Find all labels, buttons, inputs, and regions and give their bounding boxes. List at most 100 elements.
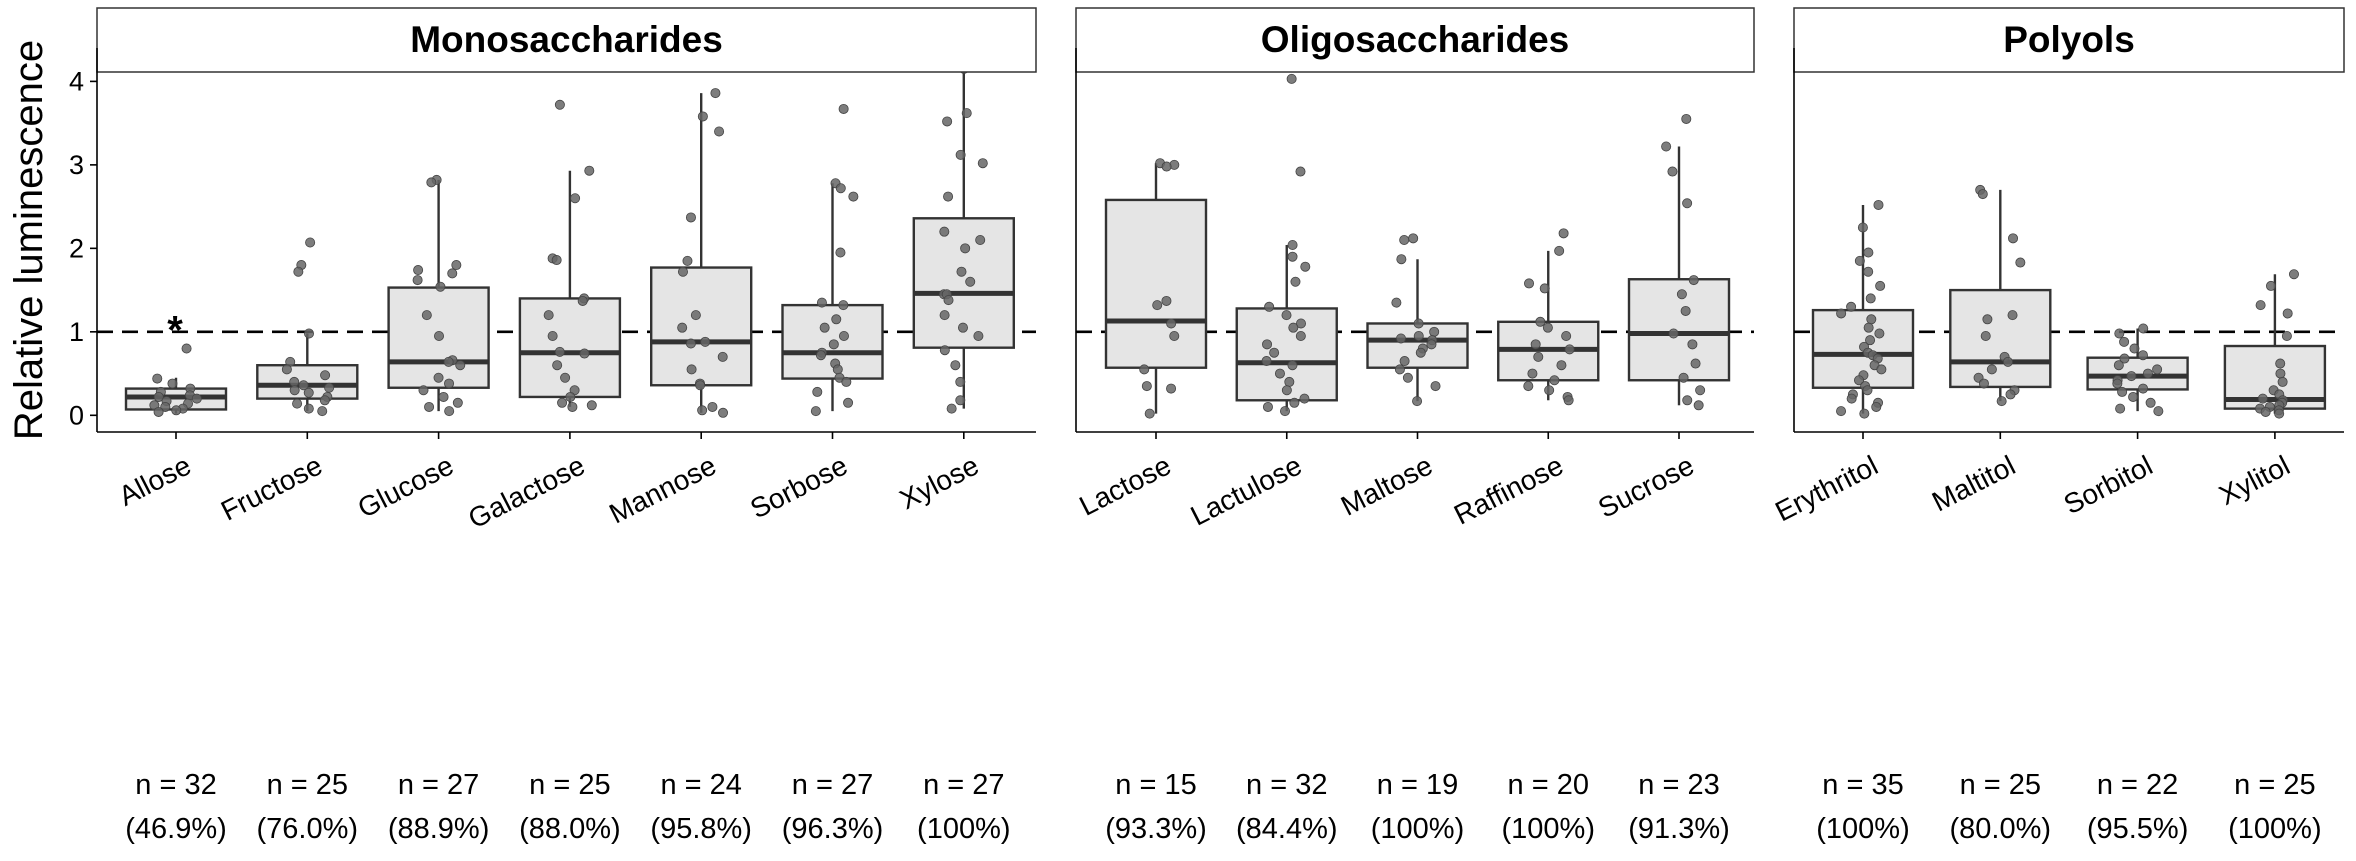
data-point — [426, 177, 437, 188]
percent-label: (100%) — [1502, 813, 1596, 845]
data-point — [677, 266, 688, 277]
data-point — [828, 339, 839, 350]
data-point — [443, 356, 454, 367]
percent-label: (88.9%) — [388, 813, 490, 845]
box-body — [2086, 356, 2189, 391]
data-point — [831, 314, 842, 325]
data-point — [1682, 395, 1693, 406]
data-point — [1287, 360, 1298, 371]
data-point — [1865, 293, 1876, 304]
data-point — [418, 385, 429, 396]
data-point — [718, 407, 729, 418]
data-point — [304, 328, 315, 339]
data-point — [946, 403, 957, 414]
data-point — [977, 158, 988, 169]
data-point — [1395, 333, 1406, 344]
data-point — [1836, 308, 1847, 319]
sample-size-label: n = 19 — [1377, 769, 1458, 801]
data-point — [1279, 406, 1290, 417]
data-point — [717, 351, 728, 362]
data-point — [1274, 368, 1285, 379]
data-point — [848, 191, 859, 202]
data-point — [567, 401, 578, 412]
data-point — [961, 108, 972, 119]
sample-size-label: n = 25 — [2234, 769, 2315, 801]
data-point — [812, 386, 823, 397]
sample-size-label: n = 25 — [529, 769, 610, 801]
sample-size-label: n = 32 — [135, 769, 216, 801]
sample-size-label: n = 27 — [923, 769, 1004, 801]
data-point — [1166, 318, 1177, 329]
data-point — [1549, 375, 1560, 386]
data-point — [815, 350, 826, 361]
data-point — [2255, 300, 2266, 311]
x-tick-label: Lactose — [1074, 450, 1175, 522]
x-tick-label: Fructose — [216, 450, 327, 527]
data-point — [1695, 385, 1706, 396]
data-point — [1564, 344, 1575, 355]
data-point — [584, 165, 595, 176]
data-point — [1399, 356, 1410, 367]
box-body — [518, 297, 622, 399]
data-point — [2119, 336, 2130, 347]
data-point — [1287, 240, 1298, 251]
data-point — [2288, 269, 2299, 280]
data-point — [1846, 393, 1857, 404]
data-point — [838, 300, 849, 311]
data-point — [1413, 318, 1424, 329]
data-point — [1141, 381, 1152, 392]
data-point — [819, 322, 830, 333]
data-point — [690, 310, 701, 321]
data-point — [1299, 393, 1310, 404]
data-point — [160, 401, 171, 412]
data-point — [710, 88, 721, 99]
x-tick-label: Allose — [114, 450, 196, 512]
percent-label: (91.3%) — [1628, 813, 1730, 845]
data-point — [1687, 339, 1698, 350]
data-point — [554, 99, 565, 110]
data-point — [1394, 364, 1405, 375]
data-point — [707, 401, 718, 412]
percent-label: (88.0%) — [519, 813, 621, 845]
data-point — [2265, 280, 2276, 291]
x-tick-label: Xylose — [895, 450, 984, 516]
data-point — [1986, 364, 1997, 375]
data-point — [2274, 408, 2285, 419]
data-point — [435, 281, 446, 292]
data-point — [1863, 266, 1874, 277]
data-point — [2007, 310, 2018, 321]
data-point — [697, 405, 708, 416]
data-point — [939, 310, 950, 321]
data-point — [1161, 295, 1172, 306]
data-point — [1857, 222, 1868, 233]
box-body — [1366, 322, 1469, 369]
data-point — [586, 400, 597, 411]
data-point — [810, 406, 821, 417]
y-tick-label: 3 — [69, 150, 84, 180]
data-point — [444, 378, 455, 389]
data-point — [1978, 378, 1989, 389]
data-point — [1980, 330, 1991, 341]
data-point — [1430, 381, 1441, 392]
panel-title: Oligosaccharides — [1261, 19, 1569, 60]
data-point — [303, 403, 314, 414]
data-point — [960, 243, 971, 254]
data-point — [2138, 323, 2149, 334]
percent-label: (95.8%) — [650, 813, 752, 845]
data-point — [1865, 335, 1876, 346]
data-point — [2142, 368, 2153, 379]
percent-label: (100%) — [2228, 813, 2322, 845]
percent-label: (80.0%) — [1950, 813, 2052, 845]
data-point — [1859, 408, 1870, 419]
data-point — [1261, 356, 1272, 367]
y-tick-label: 4 — [69, 66, 84, 96]
x-tick-label: Glucose — [353, 450, 459, 524]
data-point — [2138, 383, 2149, 394]
data-point — [1561, 330, 1572, 341]
data-point — [289, 385, 300, 396]
data-point — [1836, 406, 1847, 417]
data-point — [2008, 233, 2019, 244]
percent-label: (100%) — [1371, 813, 1465, 845]
data-point — [838, 103, 849, 114]
